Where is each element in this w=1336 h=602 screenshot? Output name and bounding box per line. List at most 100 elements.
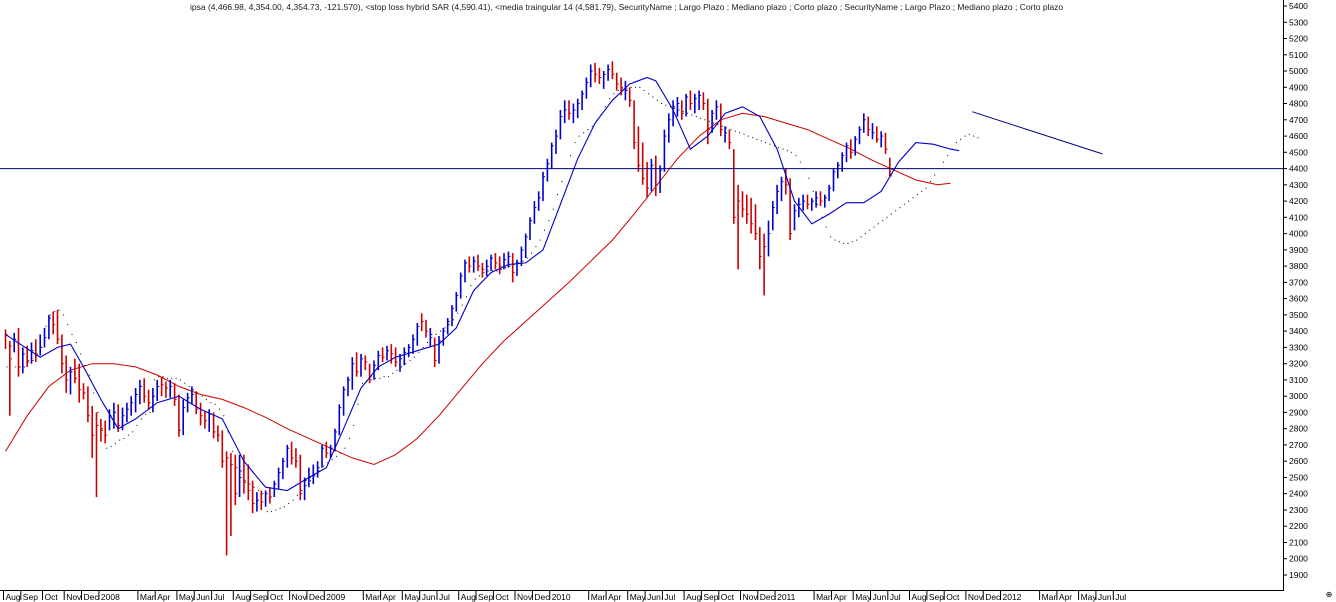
x-tick-label: Aug <box>912 592 927 602</box>
sar-dot <box>778 146 780 148</box>
sar-dot <box>119 439 121 441</box>
x-tick-label: Mar <box>1042 592 1057 602</box>
sar-dot <box>691 114 693 116</box>
y-tick-label: 2500 <box>1289 473 1308 483</box>
sar-dot <box>153 379 155 381</box>
sar-dot <box>192 389 194 391</box>
sar-dot <box>257 490 259 491</box>
slow-ma-line <box>5 112 951 466</box>
sar-dot <box>704 119 706 121</box>
sar-dot <box>223 415 225 417</box>
sar-dot <box>522 260 524 262</box>
sar-dot <box>309 480 311 482</box>
sar-dot <box>431 337 433 339</box>
x-tick-label: Jun <box>422 592 436 602</box>
x-tick-label: Jun <box>873 592 887 602</box>
sar-dot <box>856 239 858 241</box>
sar-dot <box>457 312 459 314</box>
sar-dot <box>643 90 645 91</box>
sar-dot <box>75 342 77 343</box>
sar-dot <box>552 208 554 210</box>
sar-dot <box>132 431 134 433</box>
sar-dot <box>630 86 632 88</box>
sar-dot <box>114 442 116 444</box>
x-tick-label: Aug <box>6 592 21 602</box>
y-tick-label: 4600 <box>1289 131 1308 141</box>
reference-lines-layer <box>0 111 1283 170</box>
sar-dot <box>58 309 60 311</box>
sar-dot <box>700 117 702 119</box>
x-tick-label: 2011 <box>777 592 796 602</box>
sar-dot <box>275 509 277 511</box>
sar-dot <box>977 137 979 139</box>
sar-dot <box>648 93 650 95</box>
sar-dot <box>266 511 268 513</box>
sar-dot <box>301 490 303 491</box>
sar-dot <box>708 120 710 122</box>
sar-dot <box>240 477 242 478</box>
sar-dot <box>101 429 103 431</box>
x-tick-label: Nov <box>292 592 308 602</box>
sar-dot <box>587 129 589 131</box>
x-tick-label: Oct <box>721 592 735 602</box>
sar-dot <box>635 86 637 88</box>
sar-dot <box>739 132 741 134</box>
sar-dot <box>799 161 801 163</box>
x-tick-label: May <box>1081 592 1098 602</box>
x-tick-label: Jul <box>664 592 675 602</box>
sar-dot <box>487 270 489 272</box>
sar-dot <box>427 342 428 343</box>
sar-dot <box>500 268 502 270</box>
x-tick-label: Dec <box>534 592 550 602</box>
x-tick-label: Sep <box>253 592 268 602</box>
sar-dot <box>296 494 298 496</box>
sar-dot <box>539 239 541 241</box>
y-tick-label: 4800 <box>1289 99 1308 109</box>
sar-dot <box>921 190 923 192</box>
y-tick-label: 4100 <box>1289 212 1308 222</box>
sar-dot <box>687 112 689 114</box>
sar-dot <box>830 236 832 238</box>
sar-dot <box>405 363 407 365</box>
sar-dot <box>344 447 346 449</box>
x-tick-label: 2009 <box>326 592 345 602</box>
sar-dot <box>383 376 385 378</box>
y-tick-label: 3500 <box>1289 310 1308 320</box>
sar-dot <box>743 133 745 135</box>
sar-dot <box>388 376 389 378</box>
x-tick-label: May <box>179 592 196 602</box>
sar-dot <box>925 187 927 189</box>
sar-dot <box>617 90 619 91</box>
x-tick-label: Nov <box>517 592 533 602</box>
sar-dot <box>32 359 34 361</box>
sar-dot <box>791 151 793 153</box>
sar-dot <box>93 392 95 394</box>
sar-dot <box>847 242 849 244</box>
sar-dot <box>205 398 207 400</box>
sar-dot <box>669 106 671 108</box>
sar-dot <box>730 129 732 131</box>
y-tick-label: 3400 <box>1289 326 1308 336</box>
sar-dot <box>505 267 506 269</box>
y-tick-label: 5200 <box>1289 34 1308 44</box>
y-tick-label: 2800 <box>1289 424 1308 434</box>
sar-dot <box>851 241 853 243</box>
sar-dot <box>45 325 47 327</box>
sar-dot <box>418 351 420 353</box>
sar-dot <box>886 216 888 218</box>
sar-dot <box>162 376 164 378</box>
x-tick-label: Jul <box>214 592 225 602</box>
sar-dot <box>760 140 762 142</box>
sar-dot <box>518 262 519 264</box>
x-tick-label: Mar <box>591 592 606 602</box>
sar-dot <box>899 207 901 209</box>
sar-dot <box>548 220 550 222</box>
sar-dot <box>929 181 931 183</box>
sar-dot <box>145 413 147 415</box>
target-icon[interactable]: ⊕ <box>1325 590 1333 599</box>
sar-dot <box>964 135 966 137</box>
sar-dot <box>41 346 43 348</box>
sar-dot <box>362 382 363 384</box>
